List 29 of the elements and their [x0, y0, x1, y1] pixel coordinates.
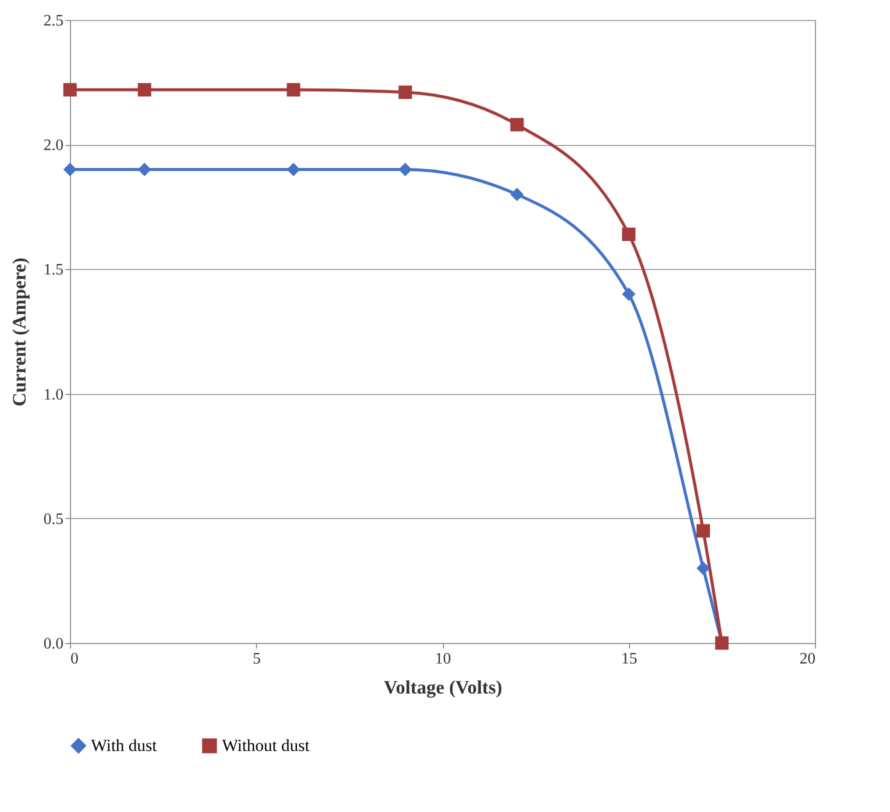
x-tick-label: 5	[252, 650, 261, 668]
point	[510, 118, 524, 132]
point	[510, 188, 524, 202]
x-tick-label: 0	[70, 650, 78, 668]
y-tick-label: 2.5	[44, 12, 64, 30]
point	[696, 524, 710, 538]
point	[696, 562, 710, 575]
point	[286, 162, 300, 176]
y-tick-label: 0.5	[44, 510, 64, 528]
point	[398, 86, 412, 99]
point	[622, 228, 636, 242]
point	[138, 162, 152, 176]
x-tick-label: 15	[621, 650, 638, 668]
x-tick-label: 10	[435, 650, 451, 668]
point	[622, 287, 636, 301]
point	[398, 162, 412, 176]
x-tick-label: 20	[800, 650, 816, 668]
x-axis-title: Voltage (Volts)	[384, 678, 502, 698]
point	[138, 83, 152, 96]
y-tick-label: 0.0	[44, 636, 64, 652]
y-tick-label: 2.0	[44, 137, 64, 154]
legend-label: Without dust	[222, 736, 310, 755]
point	[286, 83, 300, 96]
y-axis-title: Current (Ampere)	[10, 258, 30, 406]
legend-label: With dust	[91, 736, 158, 755]
y-tick-label: 1.5	[44, 262, 64, 279]
point	[63, 162, 77, 176]
point	[63, 83, 77, 96]
y-tick-label: 1.0	[44, 386, 64, 404]
